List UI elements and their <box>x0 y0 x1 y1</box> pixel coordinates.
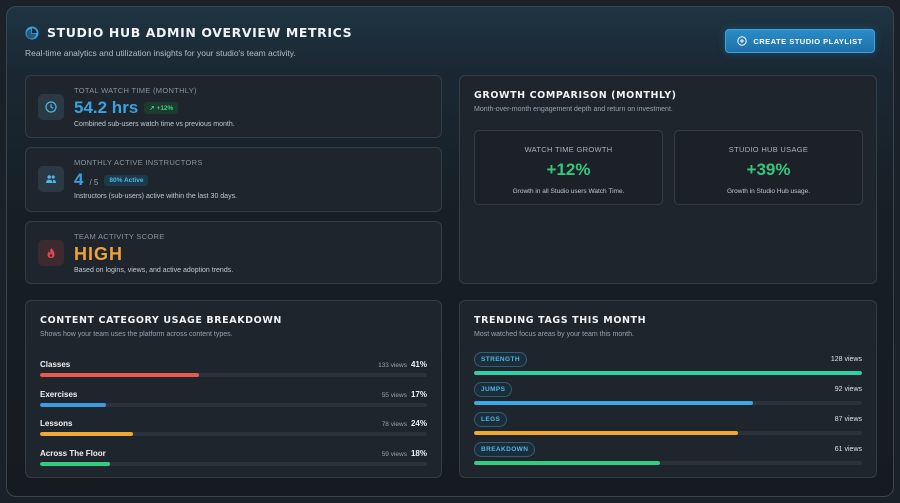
tag-count: 87 views <box>834 416 862 423</box>
growth-value: +39% <box>746 160 791 179</box>
active-badge: 80% Active <box>104 175 149 186</box>
usage-row-classes: Classes 133 views 41% <box>40 360 427 377</box>
clock-icon <box>45 101 57 113</box>
kpi-value: HIGH <box>74 244 123 264</box>
growth-comparison-card: GROWTH COMPARISON (MONTHLY) Month-over-m… <box>459 75 877 284</box>
trend-badge: ↗ +12% <box>144 102 179 114</box>
section-title: TRENDING TAGS THIS MONTH <box>474 315 647 326</box>
kpi-description: Instructors (sub-users) active within th… <box>74 193 238 200</box>
tag-row-breakdown: BREAKDOWN 61 views <box>474 442 862 465</box>
tag-pill[interactable]: BREAKDOWN <box>474 442 536 457</box>
section-subtitle: Month-over-month engagement depth and re… <box>474 106 673 113</box>
create-playlist-label: CREATE STUDIO PLAYLIST <box>753 36 863 46</box>
usage-row-exercises: Exercises 55 views 17% <box>40 390 427 407</box>
growth-value: +12% <box>546 160 591 179</box>
section-title: CONTENT CATEGORY USAGE BREAKDOWN <box>40 315 282 326</box>
usage-views: 133 views <box>378 362 407 369</box>
usage-name: Lessons <box>40 419 73 428</box>
growth-label: STUDIO HUB USAGE <box>728 145 809 154</box>
usage-views: 78 views <box>381 421 407 428</box>
tag-track <box>474 371 862 375</box>
tag-pill[interactable]: JUMPS <box>474 382 513 397</box>
tag-count: 61 views <box>834 446 862 453</box>
app-window: STUDIO HUB ADMIN OVERVIEW METRICS Real-t… <box>6 6 894 497</box>
usage-row-across-the-floor: Across The Floor 59 views 18% <box>40 449 427 466</box>
usage-track <box>40 462 427 466</box>
kpi-description: Combined sub-users watch time vs previou… <box>74 121 235 128</box>
kpi-card-active-instructors: MONTHLY ACTIVE INSTRUCTORS 4 / 5 80% Act… <box>25 147 442 212</box>
usage-fill-bar <box>40 373 199 377</box>
page-title: STUDIO HUB ADMIN OVERVIEW METRICS <box>47 25 353 40</box>
growth-description: Growth in all Studio users Watch Time. <box>512 188 625 195</box>
tag-row-jumps: JUMPS 92 views <box>474 382 862 405</box>
kpi-label: TOTAL WATCH TIME (MONTHLY) <box>74 86 197 95</box>
section-subtitle: Most watched focus areas by your team th… <box>474 331 634 338</box>
kpi-label: MONTHLY ACTIVE INSTRUCTORS <box>74 158 203 167</box>
usage-fill-bar <box>40 432 133 436</box>
tag-row-legs: LEGS 87 views <box>474 412 862 435</box>
users-icon <box>46 175 56 183</box>
usage-row-lessons: Lessons 78 views 24% <box>40 419 427 436</box>
usage-name: Classes <box>40 360 71 369</box>
usage-fill-bar <box>40 462 110 466</box>
tag-track <box>474 401 862 405</box>
usage-name: Across The Floor <box>40 449 106 458</box>
usage-fill-bar <box>40 403 106 407</box>
tag-count: 92 views <box>834 386 862 393</box>
flame-icon <box>47 248 55 258</box>
pie-chart-icon <box>25 26 39 39</box>
content-usage-card: CONTENT CATEGORY USAGE BREAKDOWN Shows h… <box>25 300 442 478</box>
usage-name: Exercises <box>40 390 78 399</box>
usage-percent: 24% <box>410 419 427 428</box>
tag-row-strength: STRENGTH 128 views <box>474 352 862 375</box>
tag-fill-bar <box>474 431 738 435</box>
tag-track <box>474 431 862 435</box>
section-subtitle: Shows how your team uses the platform ac… <box>40 331 233 338</box>
growth-box-studio-hub: STUDIO HUB USAGE +39% Growth in Studio H… <box>674 130 863 205</box>
kpi-card-watch-time: TOTAL WATCH TIME (MONTHLY) 54.2 hrs ↗ +1… <box>25 75 442 138</box>
tag-pill[interactable]: STRENGTH <box>474 352 527 367</box>
tag-fill-bar <box>474 371 862 375</box>
usage-track <box>40 432 427 436</box>
usage-views: 55 views <box>381 392 407 399</box>
usage-percent: 41% <box>410 360 427 369</box>
kpi-value: 4 <box>74 170 84 189</box>
tag-track <box>474 461 862 465</box>
kpi-card-activity-score: TEAM ACTIVITY SCORE HIGH Based on logins… <box>25 221 442 284</box>
growth-description: Growth in Studio Hub usage. <box>726 188 811 195</box>
tag-pill[interactable]: LEGS <box>474 412 508 427</box>
section-title: GROWTH COMPARISON (MONTHLY) <box>474 90 677 101</box>
tag-count: 128 views <box>830 356 862 363</box>
page-subtitle: Real-time analytics and utilization insi… <box>25 48 296 58</box>
growth-box-watch-time: WATCH TIME GROWTH +12% Growth in all Stu… <box>474 130 663 205</box>
kpi-value-total: / 5 <box>89 178 99 187</box>
usage-percent: 18% <box>410 449 427 458</box>
usage-track <box>40 373 427 377</box>
usage-percent: 17% <box>410 390 427 399</box>
trending-tags-card: TRENDING TAGS THIS MONTH Most watched fo… <box>459 300 877 478</box>
create-playlist-button[interactable]: CREATE STUDIO PLAYLIST <box>725 29 875 53</box>
usage-track <box>40 403 427 407</box>
kpi-label: TEAM ACTIVITY SCORE <box>74 232 165 241</box>
kpi-value: 54.2 hrs <box>74 98 139 117</box>
tag-fill-bar <box>474 461 661 465</box>
plus-circle-icon <box>737 36 748 46</box>
tag-fill-bar <box>474 401 754 405</box>
usage-views: 59 views <box>381 451 407 458</box>
kpi-description: Based on logins, views, and active adopt… <box>74 267 234 274</box>
page-header: STUDIO HUB ADMIN OVERVIEW METRICS Real-t… <box>25 25 352 58</box>
growth-label: WATCH TIME GROWTH <box>524 145 613 154</box>
